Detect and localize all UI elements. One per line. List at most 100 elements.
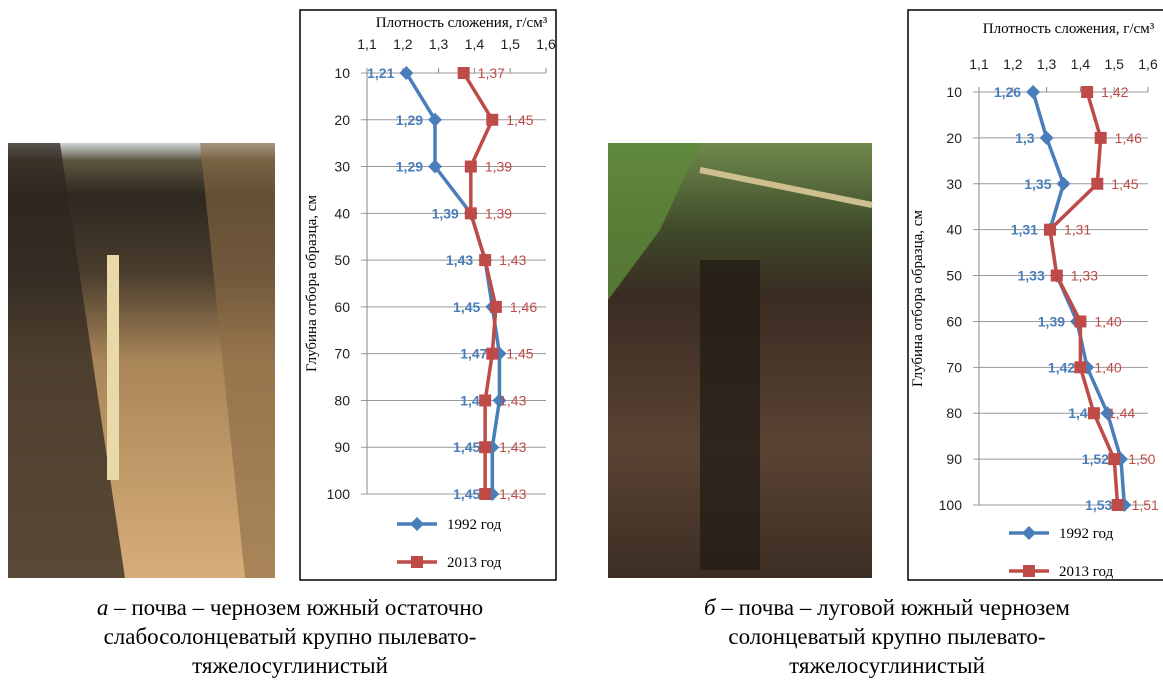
data-label: 1,21 [367, 65, 394, 81]
data-label: 1,29 [396, 112, 423, 128]
x-tick-label: 1,2 [393, 36, 413, 52]
marker [428, 159, 443, 174]
caption-line: солонцеватый крупно пылевато- [728, 624, 1045, 649]
marker [486, 113, 499, 126]
legend-label: 1992 год [1059, 526, 1114, 542]
y-tick-label: 100 [939, 497, 963, 513]
marker [428, 112, 443, 127]
y-tick-label: 70 [334, 346, 350, 362]
data-label: 1,31 [1011, 222, 1038, 238]
data-label: 1,50 [1128, 451, 1155, 467]
data-label: 1,37 [478, 65, 505, 81]
data-label: 1,47 [460, 346, 487, 362]
y-tick-label: 50 [946, 268, 962, 284]
x-tick-label: 1,4 [1071, 56, 1091, 72]
marker [1043, 223, 1056, 236]
data-label: 1,45 [506, 346, 533, 362]
marker [399, 66, 414, 80]
marker [1108, 453, 1121, 466]
data-label: 1,42 [1101, 84, 1128, 100]
y-tick-label: 100 [327, 486, 351, 502]
y-tick-label: 50 [334, 252, 350, 268]
data-label: 1,51 [1132, 497, 1159, 513]
data-label: 1,33 [1071, 268, 1098, 284]
data-label: 1,52 [1082, 451, 1109, 467]
photo-b [608, 143, 873, 578]
data-label: 1,45 [1111, 176, 1138, 192]
chart: Плотность сложения, г/см³ 1,1 1,2 1,3 1,4 1,5… [907, 9, 1163, 581]
marker [479, 254, 492, 267]
x-tick-label: 1,6 [536, 36, 556, 52]
data-label: 1,44 [1108, 405, 1135, 421]
data-label: 1,39 [1038, 313, 1065, 329]
data-label: 1,43 [499, 439, 526, 455]
data-label: 1,43 [499, 252, 526, 268]
caption-letter: а [97, 595, 109, 620]
y-tick-label: 80 [334, 392, 350, 408]
x-tick-label: 1,1 [969, 56, 989, 72]
data-label: 1,45 [453, 299, 480, 315]
marker [1100, 406, 1115, 421]
legend-label: 2013 год [1059, 564, 1114, 580]
marker [492, 393, 507, 408]
data-label: 1,45 [506, 112, 533, 128]
data-label: 1,46 [510, 299, 537, 315]
marker [464, 160, 477, 173]
data-label: 1,43 [499, 486, 526, 502]
marker [410, 517, 424, 531]
chart: Плотность сложения, г/см³ 1,1 1,2 1,3 1,4 1,5… [299, 9, 557, 581]
marker [1074, 361, 1087, 374]
y-tick-label: 10 [334, 65, 350, 81]
data-label: 1,45 [453, 486, 480, 502]
y-tick-label: 80 [946, 405, 962, 421]
data-label: 1,43 [446, 252, 473, 268]
marker [479, 488, 492, 500]
y-tick-label: 40 [334, 205, 350, 221]
marker [489, 300, 502, 313]
series-line [462, 72, 498, 494]
marker [1094, 131, 1107, 144]
caption-text: – почва – луговой южный чернозем [716, 595, 1071, 620]
marker [479, 441, 492, 454]
x-tick-label: 1,5 [1104, 56, 1124, 72]
y-tick-label: 20 [946, 130, 962, 146]
data-label: 1,42 [1048, 359, 1075, 375]
marker [411, 556, 423, 568]
data-label: 1,26 [994, 84, 1021, 100]
caption-line: тяжелосуглинистый [789, 653, 985, 678]
data-label: 1,40 [1094, 313, 1121, 329]
x-tick-label: 1,3 [1037, 56, 1057, 72]
data-label: 1,33 [1017, 268, 1044, 284]
x-tick-label: 1,6 [1138, 56, 1158, 72]
data-label: 1,35 [1024, 176, 1051, 192]
y-tick-label: 60 [334, 299, 350, 315]
y-tick-label: 70 [946, 359, 962, 375]
data-label: 1,39 [432, 205, 459, 221]
marker [464, 207, 477, 220]
marker [1022, 526, 1036, 540]
y-tick-label: 20 [334, 112, 350, 128]
x-tick-label: 1,4 [465, 36, 485, 52]
data-label: 1,46 [1115, 130, 1142, 146]
data-label: 1,45 [453, 439, 480, 455]
y-tick-label: 40 [946, 222, 962, 238]
photo-a [8, 143, 275, 578]
data-label: 1,29 [396, 159, 423, 175]
caption-text: – почва – чернозем южный остаточно [108, 595, 483, 620]
data-label: 1,43 [499, 392, 526, 408]
marker [479, 394, 492, 407]
y-tick-label: 10 [946, 84, 962, 100]
marker [1091, 177, 1104, 190]
marker [1111, 499, 1124, 511]
marker [1023, 565, 1035, 577]
marker [1087, 407, 1100, 420]
y-axis-title: Глубина отбора образца, см [304, 195, 320, 372]
x-tick-label: 1,3 [429, 36, 449, 52]
caption-line: слабосолонцеватый крупно пылевато- [104, 624, 477, 649]
data-label: 1,31 [1064, 222, 1091, 238]
data-label: 1,39 [485, 159, 512, 175]
marker [1081, 86, 1094, 98]
y-tick-label: 90 [334, 439, 350, 455]
legend-label: 2013 год [447, 555, 502, 571]
marker [1026, 85, 1041, 99]
